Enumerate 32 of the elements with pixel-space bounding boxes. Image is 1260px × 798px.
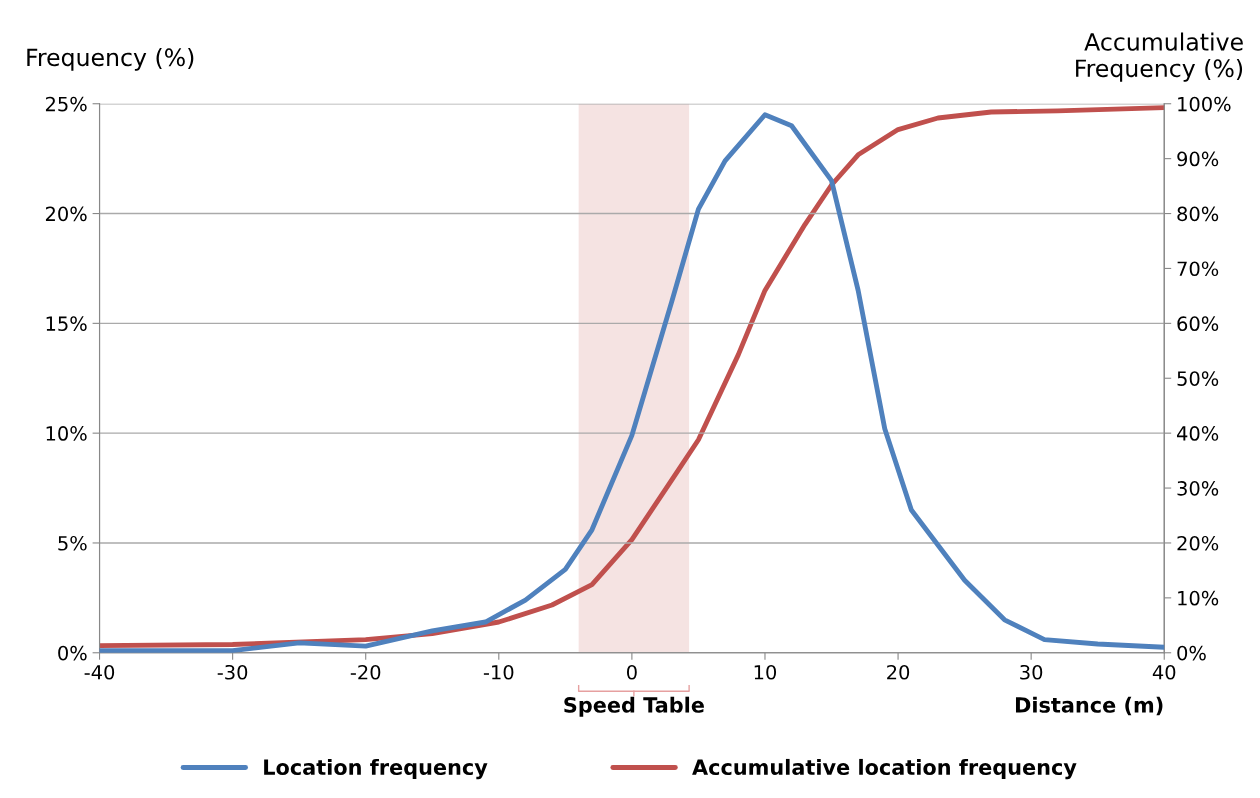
legend-label: Accumulative location frequency <box>692 758 1077 780</box>
y-tick-label: 15% <box>46 316 87 332</box>
y-tick-label: 10% <box>46 426 87 441</box>
y2-tick-label: 60% <box>1177 316 1219 332</box>
x-tick-label: 30 <box>1020 664 1043 680</box>
y2-axis-title: Accumulative Frequency (%) <box>1076 32 1243 82</box>
x-tick-label: 0 <box>626 664 637 680</box>
y-axis-title: Frequency (%) <box>27 47 194 71</box>
x-tick-label: 40 <box>1152 664 1176 680</box>
y-tick-label: 25% <box>45 96 87 112</box>
y2-tick-label: 30% <box>1177 481 1219 496</box>
y2-tick-label: 100% <box>1178 96 1231 112</box>
x-tick-label: -30 <box>217 664 248 680</box>
y-tick-label: 0% <box>58 645 87 661</box>
y2-tick-label: 10% <box>1178 590 1219 606</box>
legend-label: Location frequency <box>264 758 488 780</box>
y2-tick-label: 70% <box>1177 261 1219 277</box>
y2-tick-label: 20% <box>1177 535 1219 551</box>
y2-tick-label: 40% <box>1177 426 1219 441</box>
x-tick-label: 20 <box>887 664 910 680</box>
y-tick-label: 5% <box>58 535 87 551</box>
y2-tick-label: 0% <box>1177 645 1206 661</box>
x-tick-label: -40 <box>84 664 115 680</box>
x-tick-label: -10 <box>483 664 514 680</box>
x-tick-label: -20 <box>350 664 381 680</box>
y2-tick-label: 90% <box>1177 151 1219 167</box>
y-tick-label: 20% <box>45 206 87 222</box>
x-tick-label: 10 <box>754 664 777 680</box>
band-label: Speed Table <box>564 696 704 717</box>
y2-tick-label: 50% <box>1177 371 1219 386</box>
x-axis-title: Distance (m) <box>1015 696 1163 716</box>
y2-tick-label: 80% <box>1177 206 1219 222</box>
